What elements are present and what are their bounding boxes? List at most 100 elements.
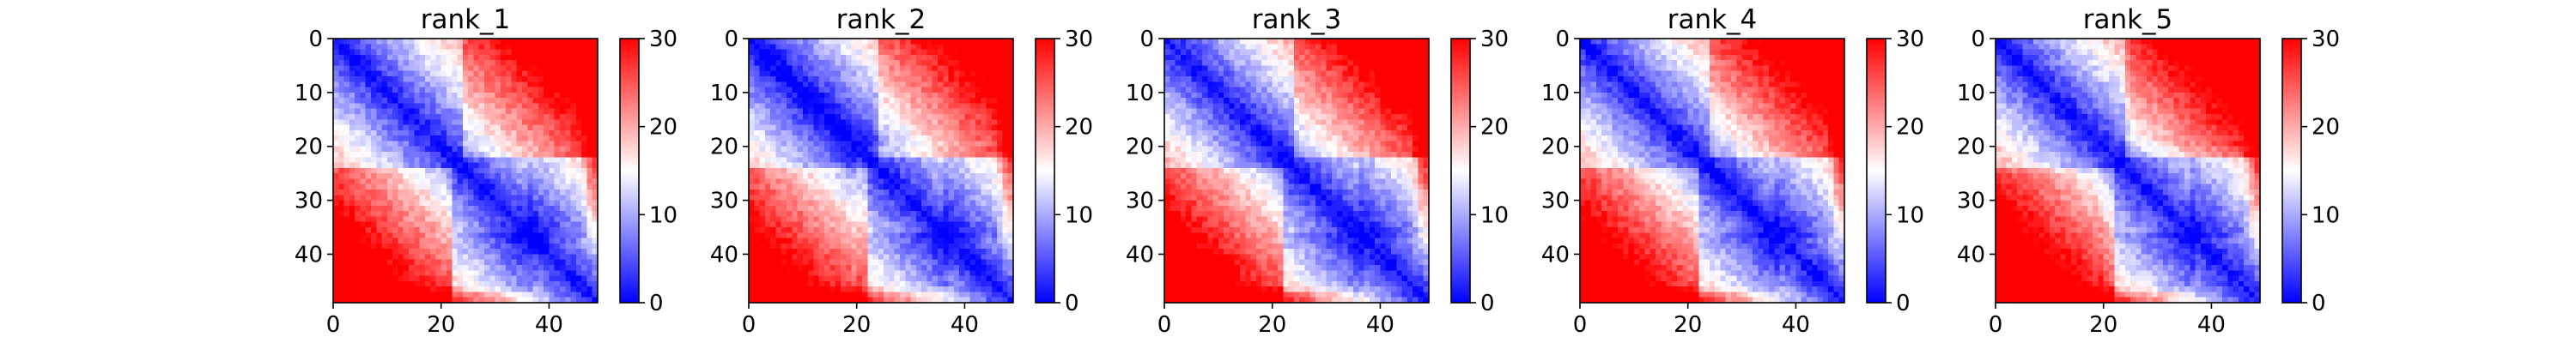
heatmap-cell	[575, 265, 582, 271]
heatmap-cell	[829, 141, 835, 147]
heatmap-cell	[851, 249, 858, 255]
heatmap-cell	[969, 297, 976, 304]
heatmap-cell	[754, 184, 760, 190]
heatmap-cell	[365, 280, 372, 287]
heatmap-cell	[959, 81, 965, 87]
heatmap-cell	[349, 265, 355, 271]
heatmap-cell	[905, 243, 911, 250]
heatmap-cell	[792, 238, 798, 244]
heatmap-cell	[538, 259, 544, 266]
heatmap-cell	[959, 167, 965, 174]
heatmap-cell	[376, 103, 382, 110]
heatmap-cell	[409, 70, 415, 77]
heatmap-cell	[802, 146, 809, 153]
heatmap-cell	[921, 173, 927, 179]
heatmap-cell	[419, 162, 426, 169]
heatmap-cell	[392, 280, 398, 287]
heatmap-cell	[921, 216, 927, 223]
heatmap-cell	[495, 54, 501, 61]
heatmap-cell	[969, 98, 976, 104]
heatmap-cell	[522, 103, 528, 110]
heatmap-cell	[754, 178, 760, 185]
heatmap-cell	[959, 216, 965, 223]
heatmap-cell	[376, 146, 382, 153]
heatmap-cell	[424, 44, 431, 50]
heatmap-cell	[1002, 81, 1009, 87]
heatmap-cell	[484, 238, 490, 244]
heatmap-cell	[343, 162, 350, 169]
heatmap-cell	[872, 184, 879, 190]
heatmap-cell	[818, 249, 825, 255]
heatmap-cell	[964, 124, 971, 131]
heatmap-cell	[927, 190, 933, 196]
heatmap-cell	[527, 259, 533, 266]
heatmap-cell	[884, 249, 890, 255]
heatmap-cell	[473, 173, 480, 179]
heatmap-cell	[544, 39, 550, 45]
heatmap-cell	[1272, 39, 1279, 45]
heatmap-cell	[824, 184, 830, 190]
heatmap-cell	[430, 275, 436, 282]
heatmap-cell	[386, 292, 393, 298]
heatmap-cell	[462, 211, 469, 217]
heatmap-cell	[878, 259, 884, 266]
heatmap-cell	[575, 98, 582, 104]
heatmap-cell	[381, 76, 388, 82]
heatmap-cell	[398, 87, 404, 93]
heatmap-cell	[549, 232, 556, 238]
heatmap-cell	[371, 297, 377, 304]
heatmap-cell	[829, 275, 835, 282]
heatmap-cell	[927, 146, 933, 153]
heatmap-cell	[349, 81, 355, 87]
heatmap-cell	[764, 265, 771, 271]
heatmap-cell	[910, 114, 917, 120]
heatmap-cell	[424, 76, 431, 82]
heatmap-cell	[915, 98, 922, 104]
heatmap-cell	[495, 141, 501, 147]
heatmap-cell	[516, 92, 523, 99]
heatmap-cell	[468, 60, 474, 66]
heatmap-cell	[1224, 39, 1230, 45]
heatmap-cell	[862, 49, 868, 56]
heatmap-cell	[884, 49, 890, 56]
heatmap-cell	[775, 205, 782, 212]
heatmap-cell	[770, 270, 776, 276]
heatmap-cell	[581, 146, 587, 153]
heatmap-cell	[424, 221, 431, 228]
heatmap-cell	[349, 119, 355, 125]
heatmap-cell	[986, 60, 993, 66]
heatmap-cell	[1002, 173, 1009, 179]
heatmap-cell	[781, 81, 787, 87]
heatmap-cell	[910, 249, 917, 255]
heatmap-cell	[938, 275, 944, 282]
heatmap-cell	[440, 265, 447, 271]
heatmap-cell	[478, 232, 485, 238]
heatmap-cell	[894, 195, 901, 201]
heatmap-cell	[371, 162, 377, 169]
heatmap-cell	[570, 205, 577, 212]
heatmap-cell	[884, 259, 890, 266]
heatmap-cell	[991, 146, 998, 153]
heatmap-cell	[932, 152, 939, 158]
heatmap-cell	[581, 190, 587, 196]
heatmap-cell	[447, 39, 453, 45]
heatmap-cell	[932, 167, 939, 174]
heatmap-cell	[1175, 49, 1182, 56]
heatmap-cell	[759, 227, 766, 233]
heatmap-cell	[333, 270, 339, 276]
heatmap-cell	[355, 249, 361, 255]
heatmap-cell	[938, 184, 944, 190]
heatmap-cell	[894, 157, 901, 163]
heatmap-cell	[754, 135, 760, 141]
heatmap-cell	[592, 232, 598, 238]
heatmap-cell	[770, 119, 776, 125]
heatmap-cell	[775, 270, 782, 276]
heatmap-cell	[889, 76, 896, 82]
heatmap-cell	[409, 173, 415, 179]
heatmap-cell	[878, 44, 884, 50]
heatmap-cell	[1002, 146, 1009, 153]
heatmap-cell	[905, 129, 911, 136]
heatmap-cell	[910, 178, 917, 185]
heatmap-cell	[764, 119, 771, 125]
heatmap-cell	[754, 98, 760, 104]
